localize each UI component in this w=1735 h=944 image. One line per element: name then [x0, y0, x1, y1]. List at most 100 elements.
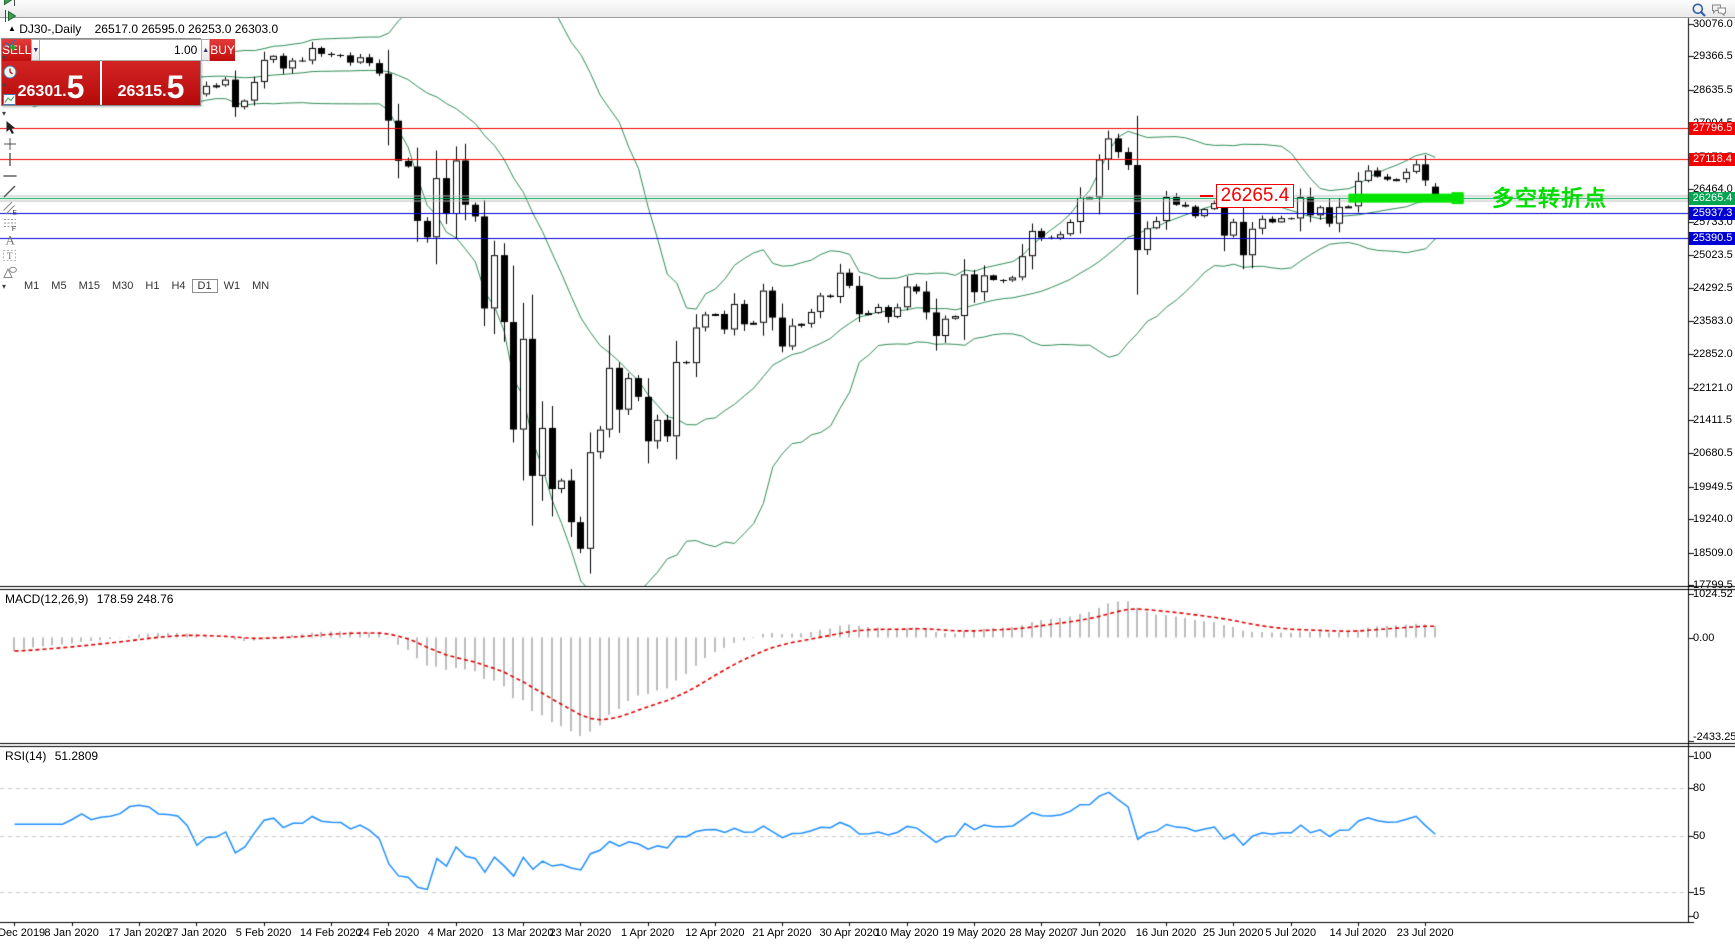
date-label: 25 Jun 2020	[1202, 927, 1264, 939]
label-icon[interactable]: T	[0, 247, 275, 263]
svg-text:T: T	[7, 251, 13, 261]
rsi-value: 51.2809	[54, 749, 99, 763]
price-tick-label: 30076.0	[1693, 18, 1733, 30]
cursor-icon[interactable]	[0, 119, 275, 135]
level-price-label[interactable]: 27118.4	[1689, 152, 1735, 166]
date-label: 21 Apr 2020	[752, 927, 812, 939]
timeframe-h1-button[interactable]: H1	[145, 280, 160, 292]
buy-price[interactable]: 26315. 5	[102, 61, 200, 105]
rsi-axis-label: 80	[1693, 782, 1706, 794]
volume-decrease-button[interactable]: ▼	[31, 39, 41, 61]
date-label: 14 Jul 2020	[1329, 927, 1387, 939]
macd-indicator-label: MACD(12,26,9) 178.59 248.76	[5, 592, 173, 606]
price-tick-label: 24292.5	[1693, 282, 1733, 295]
volume-increase-button[interactable]: ▲	[201, 39, 211, 61]
search-icon[interactable]	[1689, 1, 1709, 17]
toolbar-right	[1689, 1, 1729, 17]
date-label: 30 Apr 2020	[819, 927, 879, 939]
date-label: 28 May 2020	[1009, 927, 1073, 939]
price-tick-label: 19240.0	[1693, 513, 1733, 526]
fibonacci-icon[interactable]: F	[0, 215, 275, 231]
periods-dropdown[interactable]: ▾	[2, 81, 7, 90]
timeframe-m30-button[interactable]: M30	[111, 280, 134, 292]
text-icon[interactable]: A	[0, 231, 275, 247]
date-label: 7 Jun 2020	[1071, 927, 1127, 939]
date-label: 17 Jan 2020	[108, 927, 170, 939]
price-tick-label: 20680.5	[1693, 447, 1733, 460]
svg-text:E: E	[13, 209, 18, 215]
level-price-label[interactable]: 26265.4	[1689, 191, 1735, 205]
price-tick-label: 19949.5	[1693, 480, 1733, 493]
rsi-axis-label: 0	[1693, 910, 1700, 922]
date-label: 24 Feb 2020	[357, 927, 420, 939]
rsi-name: RSI(14)	[5, 749, 47, 763]
date-label: 30 Dec 2019	[0, 927, 46, 939]
rsi-axis-label: 100	[1693, 750, 1712, 762]
date-label: 12 Apr 2020	[685, 927, 745, 939]
chat-icon[interactable]	[1709, 1, 1729, 17]
buy-price-int: 26315.	[117, 83, 167, 100]
date-label: 4 Mar 2020	[427, 927, 484, 939]
date-label: 5 Jul 2020	[1265, 927, 1317, 939]
buy-button[interactable]: BUY	[210, 39, 235, 61]
date-label: 16 Jun 2020	[1135, 927, 1197, 939]
timeframe-h4-button[interactable]: H4	[171, 280, 186, 292]
price-tick-label: 17799.5	[1693, 579, 1733, 591]
date-label: 10 May 2020	[874, 927, 939, 939]
timeframe-m15-button[interactable]: M15	[78, 280, 100, 292]
crosshair-icon[interactable]	[0, 135, 275, 151]
level-price-label[interactable]: 27796.5	[1689, 121, 1735, 135]
indicators-icon[interactable]	[0, 35, 275, 51]
timeframe-mn-button[interactable]: MN	[252, 280, 270, 292]
hline-icon[interactable]	[0, 167, 275, 183]
channel-icon[interactable]: E	[0, 199, 275, 215]
level-price-label[interactable]: 25390.5	[1689, 231, 1735, 245]
price-tick-label: 18509.0	[1693, 546, 1733, 559]
vline-icon[interactable]	[0, 151, 275, 167]
shapes-dropdown[interactable]: ▾	[2, 282, 7, 291]
templates-icon[interactable]	[0, 91, 275, 107]
periods-icon[interactable]	[0, 63, 275, 79]
sell-price-int: 26301.	[17, 83, 67, 100]
date-label: 27 Jan 2020	[166, 927, 227, 939]
macd-name: MACD(12,26,9)	[5, 592, 89, 606]
price-tick-label: 22121.0	[1693, 381, 1733, 394]
timeframe-m5-button[interactable]: M5	[51, 280, 67, 292]
macd-axis-label: -2433.25	[1693, 731, 1735, 743]
buy-price-frac: 5	[166, 69, 185, 105]
timeframe-w1-button[interactable]: W1	[223, 280, 241, 292]
level-price-label[interactable]: 25937.3	[1689, 206, 1735, 220]
annotation-text-object[interactable]: 多空转折点	[1492, 186, 1608, 211]
indicators-dropdown[interactable]: ▾	[2, 53, 7, 62]
sell-price-frac: 5	[66, 69, 85, 105]
auto-scroll-icon[interactable]	[0, 0, 275, 7]
date-label: 23 Mar 2020	[549, 927, 612, 939]
price-tick-label: 25023.5	[1693, 248, 1733, 261]
macd-axis-label: 1024.52	[1693, 587, 1733, 600]
shapes-icon[interactable]	[0, 263, 275, 279]
date-label: 23 Jul 2020	[1396, 927, 1454, 939]
trendline-icon[interactable]	[0, 183, 275, 199]
date-label: 19 May 2020	[942, 927, 1006, 939]
price-tick-label: 22852.0	[1693, 348, 1733, 361]
rsi-axis-label: 15	[1693, 886, 1706, 898]
volume-input[interactable]	[40, 39, 202, 61]
templates-dropdown[interactable]: ▾	[2, 109, 7, 118]
one-click-trading-panel: SELL ▼ ▲ BUY 26301.5 26315.5	[1, 38, 235, 106]
date-label: 5 Feb 2020	[235, 927, 292, 939]
price-tick-label: 23583.0	[1693, 314, 1733, 327]
price-divider	[100, 61, 102, 105]
price-tick-label: 21411.5	[1693, 413, 1732, 426]
chart-shift-icon[interactable]	[0, 7, 275, 23]
symbol-marker-icon: ▲	[8, 24, 16, 33]
sell-price[interactable]: 26301. 5	[2, 61, 100, 105]
timeframe-m1-button[interactable]: M1	[24, 280, 40, 292]
timeframe-d1-button[interactable]: D1	[191, 279, 218, 293]
price-callout-text-object[interactable]: 26265.4	[1216, 184, 1294, 208]
price-tick-label: 29366.5	[1693, 50, 1733, 63]
rsi-indicator-label: RSI(14) 51.2809	[5, 749, 98, 763]
date-label: 14 Feb 2020	[299, 927, 362, 939]
